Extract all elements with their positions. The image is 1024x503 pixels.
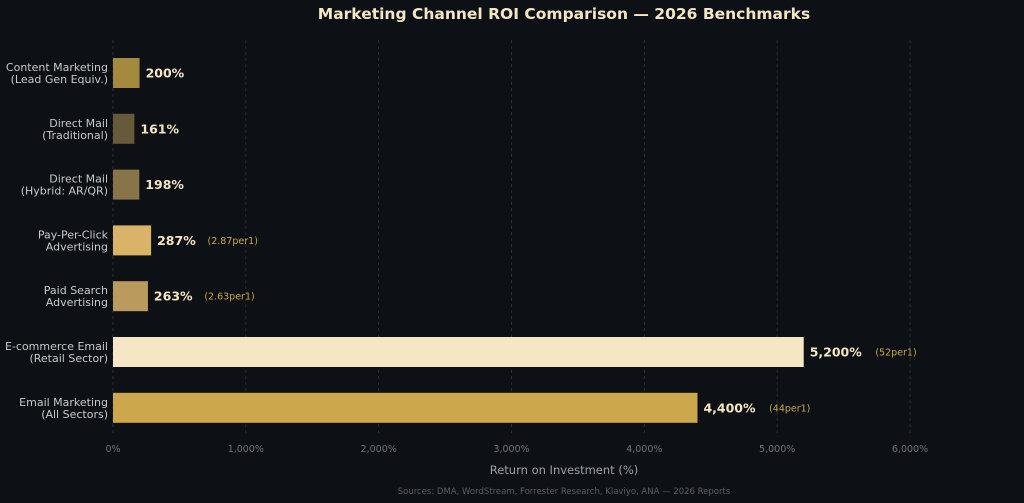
bar-value-label: 287% — [157, 233, 196, 248]
category-label-line: Content Marketing — [6, 61, 108, 74]
bar — [113, 337, 804, 367]
category-label-line: (All Sectors) — [41, 408, 108, 421]
category-label-line: Direct Mail — [49, 173, 108, 186]
category-label: Paid Search Advertising — [44, 284, 108, 309]
category-label-line: E-commerce Email — [5, 340, 108, 353]
chart-title: Marketing Channel ROI Comparison — 2026 … — [318, 5, 810, 23]
category-label-line: Email Marketing — [19, 396, 108, 409]
bar-annotation: (52per1) — [875, 348, 916, 359]
category-labels: Content Marketing (Lead Gen Equiv.) Direct… — [5, 61, 109, 421]
x-tick-label: 1,000% — [228, 444, 264, 455]
category-label-line: Direct Mail — [49, 117, 108, 130]
category-label: Pay-Per-Click Advertising — [38, 228, 109, 253]
x-tick-label: 5,000% — [759, 444, 795, 455]
bar — [113, 113, 135, 144]
category-label: E-commerce Email (Retail Sector) — [5, 340, 108, 365]
category-label-line: Paid Search — [44, 284, 108, 297]
x-tick-label: 6,000% — [892, 444, 928, 455]
bar — [113, 225, 152, 256]
x-axis-ticks: 0% 1,000% 2,000% 3,000% 4,000% 5,000% 6,000% — [105, 444, 928, 455]
category-label-line: (Traditional) — [42, 129, 108, 142]
bar-value-label: 200% — [146, 66, 185, 81]
category-label: Content Marketing (Lead Gen Equiv.) — [6, 61, 108, 86]
category-label-line: (Hybrid: AR/QR) — [21, 185, 108, 198]
x-tick-label: 2,000% — [361, 444, 397, 455]
bar-value-label: 263% — [154, 289, 193, 304]
category-label-line: Advertising — [46, 240, 108, 253]
category-label: Direct Mail (Traditional) — [42, 117, 108, 142]
category-label-line: (Retail Sector) — [29, 352, 108, 365]
bar — [113, 392, 698, 423]
source-note: Sources: DMA, WordStream, Forrester Rese… — [398, 487, 731, 497]
category-label-line: Pay-Per-Click — [38, 228, 109, 241]
bar — [113, 281, 148, 312]
category-label-line: (Lead Gen Equiv.) — [11, 73, 108, 86]
bars-group: 200% 161% 198% 287% (2.87per1) 263% (2.63per1)… — [113, 58, 917, 423]
bar-value-label: 5,200% — [810, 345, 863, 360]
x-axis-label: Return on Investment (%) — [490, 463, 639, 477]
bar-value-label: 4,400% — [703, 400, 756, 415]
bar-value-label: 198% — [145, 177, 184, 192]
x-tick-label: 3,000% — [493, 444, 529, 455]
bar-annotation: (2.87per1) — [208, 236, 258, 247]
bar — [113, 58, 140, 88]
category-label-line: Advertising — [46, 296, 108, 309]
category-label: Email Marketing (All Sectors) — [19, 396, 108, 421]
bar-annotation: (2.63per1) — [204, 292, 254, 303]
category-label: Direct Mail (Hybrid: AR/QR) — [21, 173, 108, 198]
bar-annotation: (44per1) — [769, 403, 810, 414]
x-tick-label: 4,000% — [626, 444, 662, 455]
bar-value-label: 161% — [140, 121, 179, 136]
bar — [113, 169, 140, 200]
x-tick-label: 0% — [105, 444, 120, 455]
